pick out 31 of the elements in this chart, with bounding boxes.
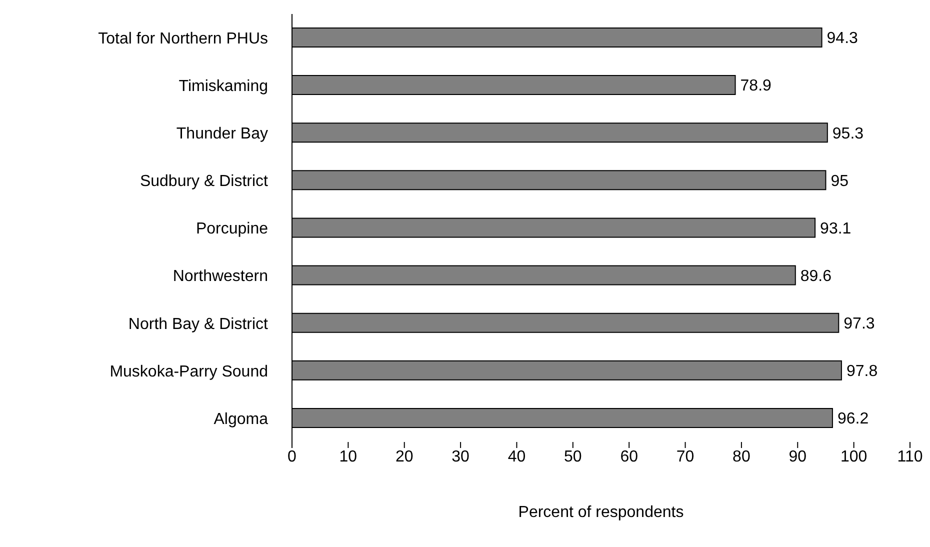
x-tick-label: 50: [564, 448, 582, 466]
y-tick-label: Algoma: [214, 410, 268, 428]
data-label: 78.9: [740, 78, 772, 95]
y-tick-label: Sudbury & District: [140, 173, 269, 190]
x-tick-label: 110: [897, 448, 923, 466]
x-tick-label: 40: [508, 448, 526, 466]
x-tick-label: 70: [676, 448, 694, 466]
y-tick-label: North Bay & District: [128, 316, 269, 333]
x-tick-label: 10: [339, 448, 358, 466]
x-tick-label: 30: [452, 448, 470, 466]
x-tick-label: 20: [395, 448, 414, 466]
x-tick-label: 60: [620, 448, 638, 466]
y-tick-label: Muskoka-Parry Sound: [110, 363, 268, 380]
data-label: 97.8: [846, 363, 878, 380]
x-axis-title: Percent of respondents: [518, 504, 684, 521]
x-tick-label: 90: [788, 448, 807, 466]
data-label: 95.3: [832, 125, 864, 142]
y-tick-label: Total for Northern PHUs: [98, 30, 268, 48]
data-label: 96.2: [837, 410, 869, 428]
y-tick-label: Thunder Bay: [176, 126, 268, 143]
data-label: 94.3: [826, 30, 858, 48]
x-tick-label: 80: [732, 448, 750, 466]
y-tick-label: Porcupine: [196, 220, 268, 238]
y-tick-label: Timiskaming: [178, 78, 268, 96]
data-label: 97.3: [844, 316, 875, 333]
data-label: 93.1: [820, 220, 852, 238]
x-tick-label: 100: [840, 448, 868, 466]
y-tick-label: Northwestern: [172, 268, 268, 286]
data-label: 89.6: [800, 268, 832, 285]
data-label: 95: [830, 172, 849, 190]
x-tick-label: 0: [288, 448, 297, 466]
